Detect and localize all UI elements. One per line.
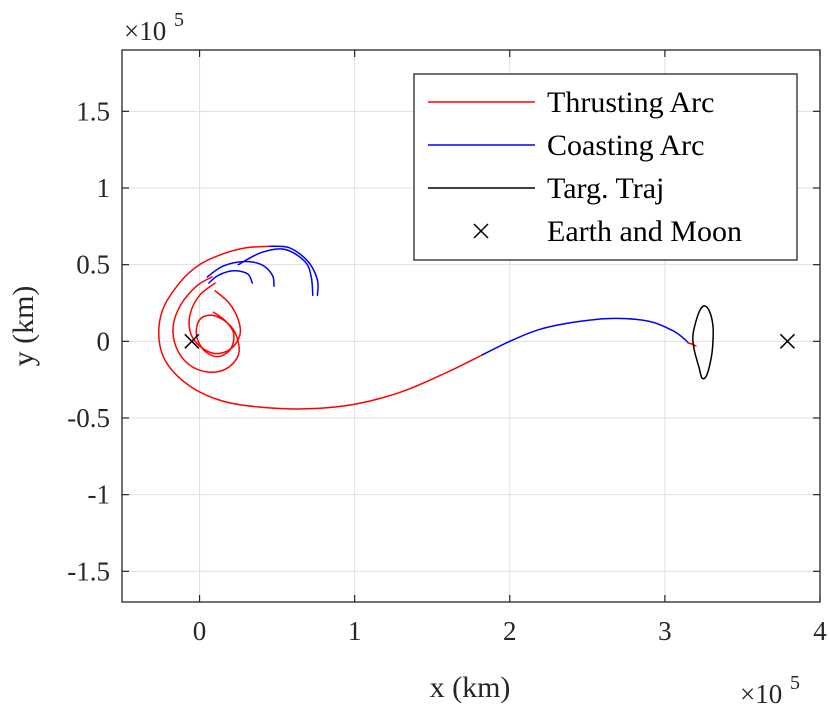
x-exponent-label: ×10 5: [740, 672, 800, 709]
legend-label-thrusting: Thrusting Arc: [547, 86, 714, 119]
legend-label-target: Targ. Traj: [547, 172, 664, 205]
tick-marks: [122, 50, 821, 602]
y-tick-label: 0.5: [76, 250, 110, 280]
series-coasting-arc-3: [206, 260, 275, 287]
series-coasting-arc-4: [237, 248, 314, 297]
y-axis-title: y (km): [7, 286, 40, 367]
plot-area-frame: [121, 49, 821, 603]
legend-label-earth-moon: Earth and Moon: [547, 215, 742, 248]
legend-marker-earth-moon-icon: [473, 223, 489, 239]
series-coasting-arc-7: [481, 317, 689, 356]
y-exponent-base: ×10: [124, 16, 166, 46]
x-axis-title: x (km): [430, 671, 511, 704]
y-tick-labels: 1.5 1 0.5 0 -0.5 -1 -1.5: [67, 96, 110, 586]
series-targ-traj-9: [692, 305, 715, 380]
series-thrusting-arc-6: [158, 245, 483, 410]
x-tick-label: 2: [503, 616, 517, 646]
y-tick-label: -1: [88, 480, 111, 510]
x-tick-label: 1: [348, 616, 362, 646]
x-tick-label: 3: [658, 616, 672, 646]
earth-marker-icon: [184, 333, 200, 349]
series-coasting-arc-5: [268, 245, 319, 297]
y-tick-label: -1.5: [67, 556, 110, 586]
y-tick-label: 0: [97, 326, 111, 356]
y-tick-label: 1.5: [76, 96, 110, 126]
x-exponent-power: 5: [790, 672, 800, 694]
moon-marker-icon: [779, 333, 795, 349]
series-layer: [158, 245, 715, 410]
legend: Thrusting Arc Coasting Arc Targ. Traj Ea…: [413, 73, 798, 261]
x-tick-label: 0: [193, 616, 207, 646]
series-thrusting-arc-1: [188, 282, 242, 355]
x-exponent-base: ×10: [740, 679, 782, 709]
y-exponent-label: ×10 5: [124, 9, 184, 46]
legend-label-coasting: Coasting Arc: [547, 129, 705, 162]
x-tick-labels: 0 1 2 3 4: [193, 616, 827, 646]
y-exponent-power: 5: [174, 9, 184, 31]
y-tick-label: -0.5: [67, 403, 110, 433]
series-coasting-arc-2: [208, 270, 254, 284]
legend-box: [413, 73, 798, 261]
x-tick-label: 4: [813, 616, 827, 646]
y-tick-label: 1: [97, 173, 111, 203]
marker-layer: [184, 333, 795, 349]
